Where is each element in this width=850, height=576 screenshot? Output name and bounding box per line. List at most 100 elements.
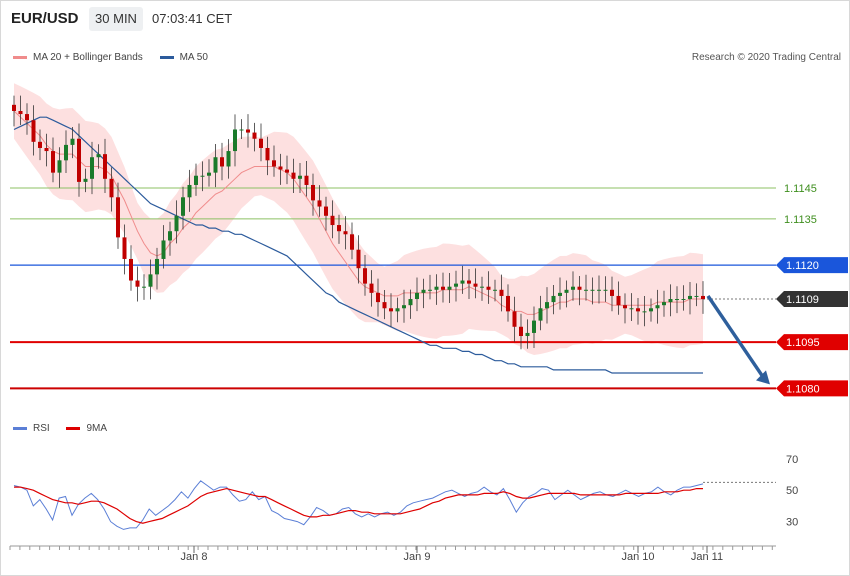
legend-ma20: MA 20 + Bollinger Bands [13, 52, 143, 63]
candle-body [239, 129, 244, 131]
clock-label: 07:03:41 CET [152, 11, 233, 26]
candle-body [486, 286, 491, 290]
candle-body [207, 172, 211, 176]
candle-body [38, 141, 42, 148]
candle-body [480, 286, 484, 288]
candle-body [649, 308, 653, 312]
candle-body [181, 197, 185, 216]
candle-body [408, 299, 413, 306]
candle-body [83, 178, 88, 182]
candle-body [454, 283, 458, 287]
legend-swatch-9ma [66, 426, 81, 430]
level-label-2: 1.1120 [786, 260, 819, 272]
time-tick-label-0: Jan 8 [181, 551, 208, 563]
candle-body [571, 286, 575, 290]
candle-body [148, 274, 153, 287]
candle-body [415, 292, 419, 300]
rsi-9ma-line [14, 486, 703, 524]
legend-swatch-ma20 [13, 55, 27, 59]
candle-body [447, 286, 452, 290]
candle-body [603, 289, 608, 291]
candle-body [681, 299, 686, 301]
candle-body [363, 268, 367, 284]
candle-body [200, 175, 205, 177]
legend-swatch-rsi [13, 426, 27, 430]
main-legend: MA 20 + Bollinger Bands MA 50 [13, 52, 208, 63]
candle-body [291, 172, 296, 179]
candle-body [70, 138, 75, 145]
time-tick-label-2: Jan 10 [621, 551, 654, 563]
candle-body [103, 154, 107, 179]
legend-label-ma50: MA 50 [179, 52, 208, 63]
candle-body [382, 302, 387, 309]
rsi-line [13, 480, 704, 530]
candle-body [330, 215, 335, 226]
candle-body [701, 295, 705, 300]
candle-body [77, 138, 81, 182]
candle-body [441, 286, 445, 290]
timeframe-button[interactable]: 30 MIN [89, 7, 143, 31]
candle-body [155, 258, 159, 275]
candle-body [311, 184, 315, 201]
candle-body [317, 200, 322, 207]
candle-body [577, 286, 582, 290]
time-tick-label-3: Jan 11 [691, 551, 723, 563]
candle-body [499, 289, 504, 296]
candle-body [538, 308, 543, 321]
legend-ma50: MA 50 [159, 52, 208, 63]
candle-body [662, 302, 666, 306]
candle-body [265, 147, 270, 161]
candle-body [590, 289, 595, 291]
candle-body [116, 197, 120, 238]
rsi-tick-label-0: 30 [786, 517, 798, 529]
symbol-label: EUR/USD [11, 10, 79, 27]
chart-header: EUR/USD 30 MIN 07:03:41 CET [0, 0, 850, 36]
candle-body [324, 206, 328, 216]
candle-body [655, 305, 660, 309]
rsi-tick-label-2: 70 [786, 454, 798, 466]
candle-body [389, 308, 393, 312]
candle-body [512, 311, 517, 327]
candle-body [64, 144, 68, 161]
candle-body [506, 295, 510, 312]
candle-body [356, 249, 361, 269]
candle-body [135, 280, 140, 287]
level-label-5: 1.1080 [786, 383, 820, 395]
legend-label-9ma: 9MA [86, 423, 108, 434]
level-tag-2 [776, 257, 848, 274]
level-tag-3 [776, 291, 848, 308]
candle-body [252, 132, 257, 139]
candle-body [109, 178, 114, 198]
candle-body [421, 289, 426, 293]
candle-body [558, 292, 562, 296]
candle-body [187, 184, 192, 198]
candle-body [493, 289, 497, 291]
candle-body [616, 295, 621, 306]
level-label-3: 1.1109 [786, 294, 819, 306]
candle-body [142, 286, 146, 288]
candle-body [226, 151, 231, 167]
candle-body [213, 157, 218, 173]
candle-body [369, 283, 374, 293]
candle-body [174, 215, 179, 232]
candle-body [532, 320, 536, 333]
candle-body [161, 240, 166, 259]
rsi-tick-label-1: 50 [786, 485, 798, 497]
candle-body [31, 120, 36, 142]
candle-body [90, 157, 94, 179]
candle-body [337, 225, 341, 232]
candle-body [376, 292, 380, 303]
candle-body [220, 157, 224, 167]
candle-body [675, 299, 679, 301]
candle-body [519, 326, 523, 337]
time-tick-label-1: Jan 9 [404, 551, 431, 563]
candle-body [25, 114, 29, 121]
level-tag-4 [776, 334, 848, 351]
candle-body [129, 258, 133, 281]
ma50-line [13, 116, 703, 374]
bollinger-band [14, 83, 703, 355]
candle-body [96, 154, 101, 158]
candle-body [272, 160, 276, 167]
candle-body [57, 160, 62, 173]
